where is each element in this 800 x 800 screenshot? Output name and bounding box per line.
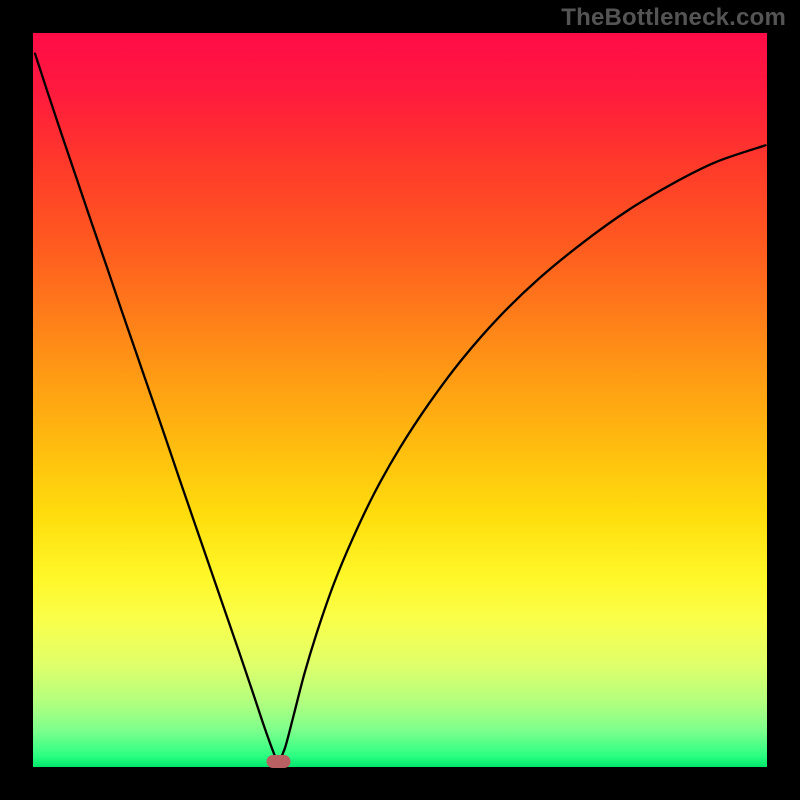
chart-stage: TheBottleneck.com <box>0 0 800 800</box>
cusp-marker <box>267 755 291 768</box>
bottleneck-chart <box>0 0 800 800</box>
gradient-background <box>33 33 767 767</box>
